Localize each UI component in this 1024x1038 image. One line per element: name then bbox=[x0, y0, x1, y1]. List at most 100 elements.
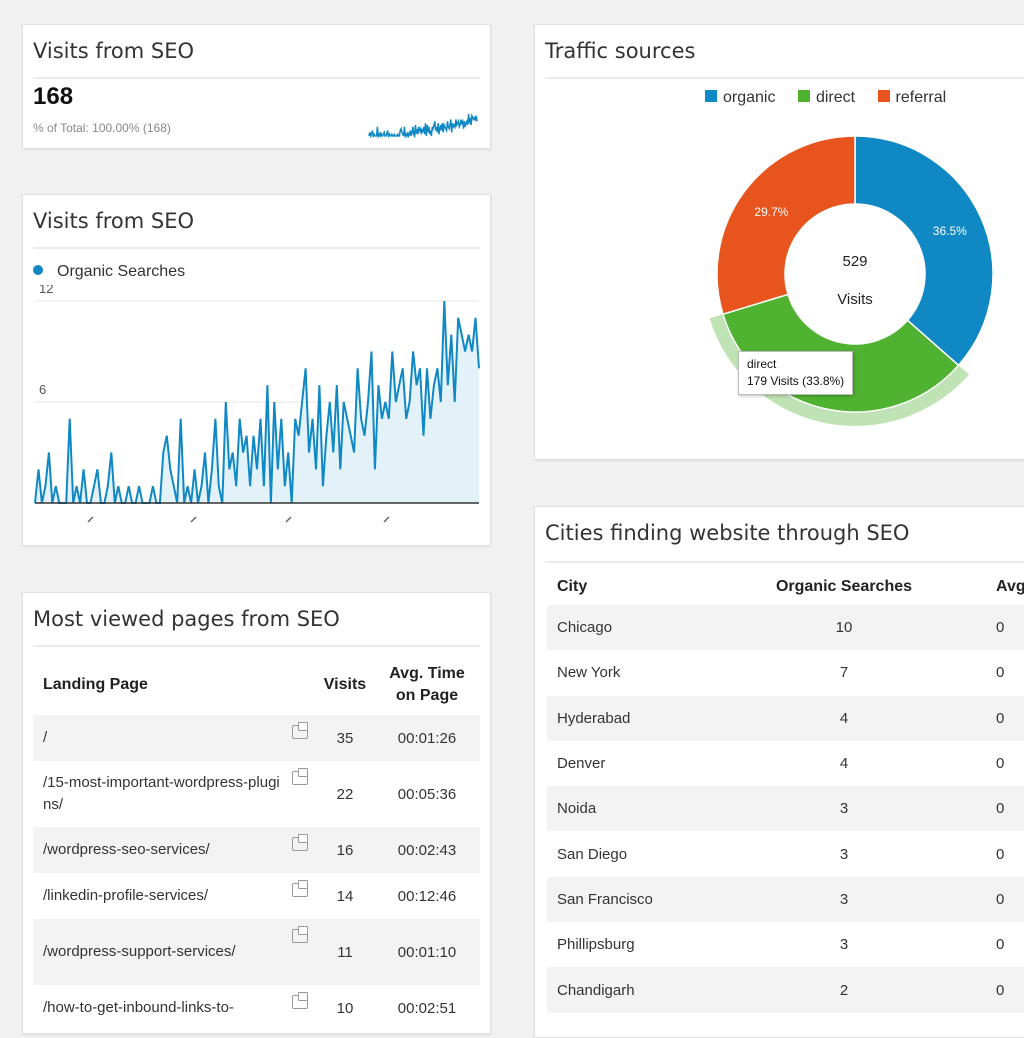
searches-cell: 7 bbox=[839, 664, 849, 682]
visits-sparkline bbox=[368, 112, 478, 139]
traffic-sources-widget: Traffic sources organic direct referral … bbox=[534, 24, 1024, 460]
time-cell: 0 bbox=[996, 845, 1005, 863]
col-header-page[interactable]: Landing Page bbox=[43, 676, 148, 693]
table-row[interactable]: / 35 00:01:26 bbox=[33, 715, 480, 761]
time-cell: 0 bbox=[996, 755, 1005, 773]
col-header-city[interactable]: City bbox=[557, 578, 588, 595]
table-row[interactable]: /wordpress-seo-services/16 00:02:43 bbox=[33, 827, 480, 873]
external-link-icon[interactable] bbox=[292, 834, 308, 851]
title-divider bbox=[33, 247, 480, 249]
visits-metric-value: 168 bbox=[33, 83, 74, 110]
pie-slice-organic[interactable] bbox=[854, 135, 994, 367]
legend-swatch-icon bbox=[877, 89, 890, 102]
external-link-icon[interactable] bbox=[292, 768, 308, 785]
external-link-icon[interactable] bbox=[292, 992, 308, 1009]
table-row[interactable]: /linkedin-profile-services/14 00:12:46 bbox=[33, 873, 480, 919]
page-path-cell[interactable]: /wordpress-support-services/ bbox=[43, 943, 236, 960]
pages-table: Landing Page Visits Avg. Time on Page / 35… bbox=[33, 655, 480, 1031]
legend-label: referral bbox=[895, 89, 947, 106]
searches-cell: 3 bbox=[839, 800, 849, 818]
external-link-icon[interactable] bbox=[292, 926, 308, 943]
visits-cell: 16 bbox=[336, 841, 354, 859]
visits-chart-widget: Visits from SEO Organic Searches 6 12 bbox=[22, 194, 491, 546]
title-divider bbox=[33, 645, 480, 647]
time-cell: 0 bbox=[996, 936, 1005, 954]
visits-cell: 10 bbox=[336, 999, 354, 1017]
time-cell: 0 bbox=[996, 981, 1005, 999]
searches-cell: 4 bbox=[839, 755, 849, 773]
pie-slice-referral[interactable] bbox=[716, 135, 856, 316]
col-header-time[interactable]: Avg. Time on Page bbox=[374, 655, 480, 715]
widget-title: Traffic sources bbox=[545, 39, 696, 63]
table-row[interactable]: /how-to-get-inbound-links-to- 10 00:02:51 bbox=[33, 985, 480, 1031]
time-cell: 0 bbox=[996, 890, 1005, 908]
title-divider bbox=[545, 561, 1024, 563]
time-cell: 00:12:46 bbox=[397, 887, 457, 905]
x-tick-mark bbox=[285, 516, 292, 523]
slice-percent-label: 36.5% bbox=[933, 224, 967, 238]
legend-swatch-icon bbox=[797, 89, 810, 102]
slice-highlight bbox=[709, 314, 970, 426]
city-cell: Noida bbox=[557, 800, 597, 818]
col-header-time-line2: on Page bbox=[395, 687, 459, 704]
visits-cell: 35 bbox=[336, 729, 354, 747]
table-row[interactable]: Phillipsburg 3 0 bbox=[547, 922, 1024, 967]
x-tick-mark bbox=[190, 516, 197, 523]
searches-cell: 3 bbox=[839, 936, 849, 954]
legend-label: Organic Searches bbox=[57, 263, 186, 280]
table-row[interactable]: Hyderabad 4 0 bbox=[547, 695, 1024, 741]
title-divider bbox=[545, 77, 1024, 79]
pie-legend: organic direct referral bbox=[705, 89, 964, 107]
legend-label: direct bbox=[815, 89, 856, 106]
page-path-cell[interactable]: /15-most-important-wordpress-plugins/ bbox=[43, 774, 280, 813]
external-link-icon[interactable] bbox=[292, 722, 308, 739]
city-cell: Phillipsburg bbox=[557, 936, 635, 954]
donut-center-value: 529 bbox=[842, 253, 867, 270]
city-cell: Chandigarh bbox=[557, 981, 635, 999]
col-header-time[interactable]: Avg. Ti bbox=[996, 578, 1024, 595]
table-row[interactable]: San Diego 3 0 bbox=[547, 831, 1024, 876]
series-line bbox=[34, 300, 480, 504]
col-header-searches[interactable]: Organic Searches bbox=[775, 578, 913, 595]
tooltip-value: 179 Visits (33.8%) bbox=[747, 374, 845, 388]
legend-item-organic[interactable]: organic bbox=[705, 89, 775, 107]
external-link-icon[interactable] bbox=[292, 880, 308, 897]
slice-percent-label: 29.7% bbox=[754, 205, 788, 219]
cities-widget: Cities finding website through SEO City … bbox=[534, 506, 1024, 1038]
searches-cell: 4 bbox=[839, 709, 849, 727]
col-header-visits[interactable]: Visits bbox=[323, 676, 367, 693]
table-row[interactable]: San Francisco 3 0 bbox=[547, 876, 1024, 923]
legend-swatch-icon bbox=[705, 89, 717, 102]
searches-cell: 2 bbox=[839, 981, 849, 999]
donut-center-label: Visits bbox=[837, 291, 873, 308]
y-tick-label: 12 bbox=[39, 285, 53, 296]
table-row[interactable]: /15-most-important-wordpress-plugins/22 0… bbox=[33, 761, 480, 827]
table-row[interactable]: Noida 3 0 bbox=[547, 786, 1024, 832]
page-path-cell[interactable]: / bbox=[43, 729, 48, 746]
legend-item-direct[interactable]: direct bbox=[797, 89, 856, 107]
time-cell: 00:02:51 bbox=[397, 999, 457, 1017]
title-divider bbox=[33, 77, 480, 79]
time-cell: 00:01:26 bbox=[397, 729, 457, 747]
legend-item-referral[interactable]: referral bbox=[877, 89, 947, 107]
table-row[interactable]: Denver 4 0 bbox=[547, 741, 1024, 786]
legend-label: organic bbox=[723, 89, 776, 106]
page-path-cell[interactable]: /how-to-get-inbound-links-to- bbox=[43, 999, 234, 1016]
page-path-cell[interactable]: /linkedin-profile-services/ bbox=[43, 887, 209, 904]
table-row[interactable]: /wordpress-support-services/11 00:01:10 bbox=[33, 919, 480, 985]
sparkline-path bbox=[368, 112, 478, 139]
table-row[interactable]: Chicago 10 0 bbox=[547, 605, 1024, 651]
visits-cell: 14 bbox=[336, 887, 354, 905]
time-cell: 0 bbox=[996, 664, 1005, 682]
x-tick-mark bbox=[383, 516, 390, 523]
time-cell: 00:02:43 bbox=[397, 841, 457, 859]
most-viewed-pages-widget: Most viewed pages from SEO Landing Page … bbox=[22, 592, 491, 1034]
time-cell: 00:05:36 bbox=[397, 785, 457, 803]
table-row[interactable]: Chandigarh 2 0 bbox=[547, 967, 1024, 1013]
city-cell: Hyderabad bbox=[557, 709, 631, 727]
chart-legend[interactable]: Organic Searches bbox=[33, 263, 185, 281]
page-path-cell[interactable]: /wordpress-seo-services/ bbox=[43, 841, 210, 858]
visits-cell: 11 bbox=[337, 943, 353, 961]
table-row[interactable]: New York 7 0 bbox=[547, 650, 1024, 695]
visits-metric-subtitle: % of Total: 100.00% (168) bbox=[33, 121, 171, 135]
